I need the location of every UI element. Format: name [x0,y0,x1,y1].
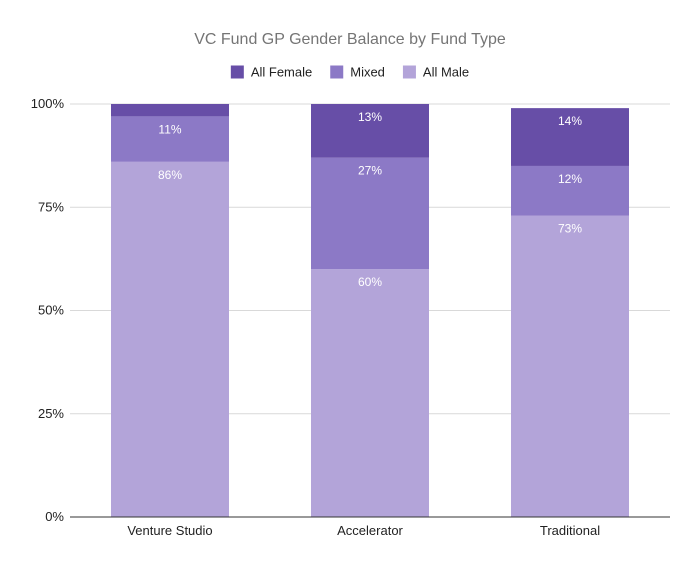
legend-swatch [330,65,344,79]
y-tick-label: 25% [38,406,64,421]
x-tick-label: Traditional [540,523,600,538]
bar-venture-studio-mixed [111,116,229,162]
legend-swatch [230,65,244,79]
x-axis: Venture Studio Accelerator Traditional [70,516,670,538]
bars: 86% 11% 60% 27% 13% 73% 12% 14% [111,104,629,517]
legend-label: All Male [423,65,469,80]
data-label-traditional-all-female: 14% [558,114,582,128]
y-tick-label: 100% [31,96,65,111]
data-label-accelerator-all-male: 60% [358,275,382,289]
y-tick-label: 75% [38,199,64,214]
data-label-venture-studio-all-male: 86% [158,168,182,182]
legend-item-all-female: All Female [230,65,312,80]
data-label-accelerator-all-female: 13% [358,110,382,124]
x-tick-label: Venture Studio [127,523,212,538]
legend-label: Mixed [350,65,385,80]
legend-label: All Female [251,65,312,80]
data-label-traditional-all-male: 73% [558,222,582,236]
bar-traditional-all-female [511,108,629,166]
data-label-traditional-mixed: 12% [558,172,582,186]
legend-item-mixed: Mixed [330,65,385,80]
bar-venture-studio-all-male [111,161,229,517]
chart-legend: All Female Mixed All Male [230,65,469,80]
bar-traditional-all-male [511,215,629,517]
y-tick-label: 50% [38,303,64,318]
legend-swatch [402,65,416,79]
y-tick-label: 0% [45,509,64,524]
chart-title: VC Fund GP Gender Balance by Fund Type [194,31,506,48]
bar-accelerator-all-female [311,104,429,158]
bar-traditional-mixed [511,165,629,216]
legend-item-all-male: All Male [402,65,469,80]
bar-accelerator-mixed [311,157,429,270]
data-label-accelerator-mixed: 27% [358,164,382,178]
bar-venture-studio-all-female [111,104,229,117]
x-tick-label: Accelerator [337,523,403,538]
y-axis: 0% 25% 50% 75% 100% [31,96,65,524]
bar-accelerator-all-male [311,269,429,517]
data-label-venture-studio-mixed: 11% [158,122,181,136]
